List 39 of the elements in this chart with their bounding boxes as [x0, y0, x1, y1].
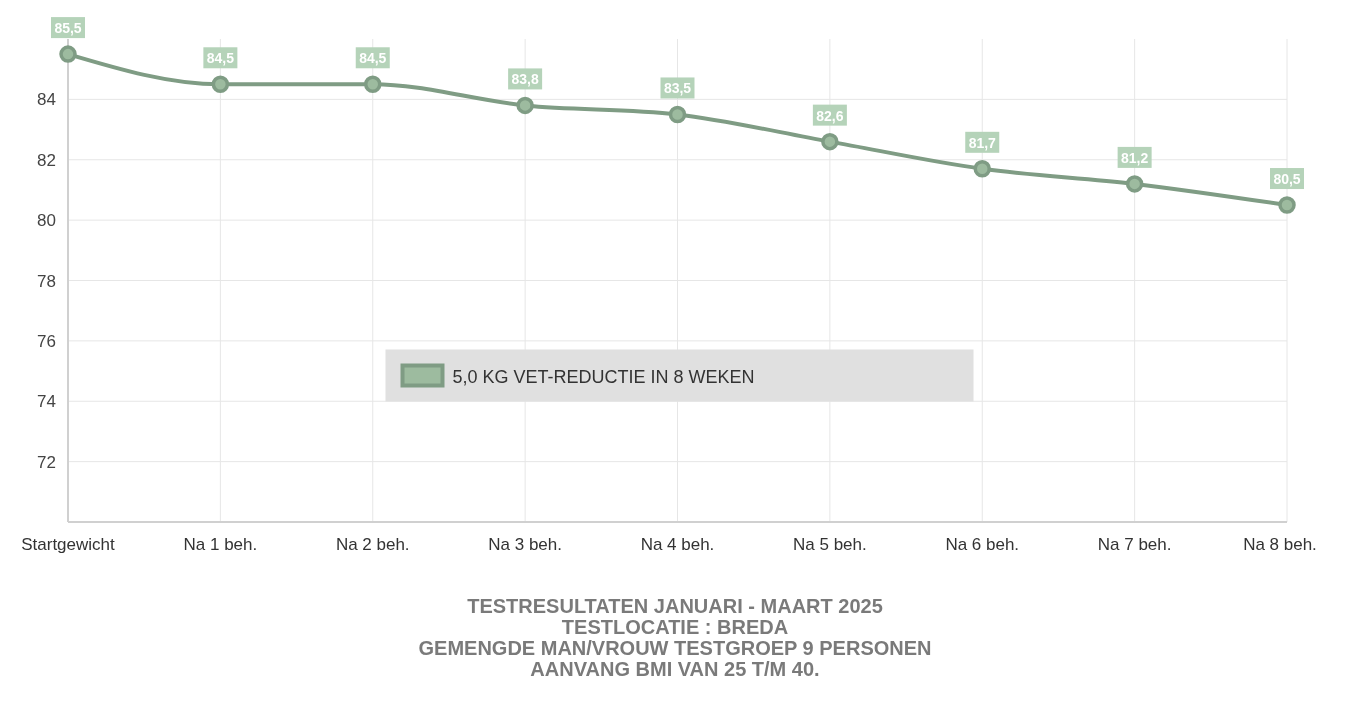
y-tick-label: 84 — [37, 90, 56, 110]
data-label: 81,2 — [1121, 149, 1149, 166]
legend-label: 5,0 KG VET-REDUCTIE IN 8 WEKEN — [452, 366, 755, 387]
text: AANVANG BMI VAN 25 T/M 40. — [530, 658, 820, 680]
data-label: 83,8 — [511, 71, 539, 88]
x-tick-label: Na 5 beh. — [793, 535, 867, 554]
point — [1125, 175, 1144, 193]
x-tick-label: Na 6 beh. — [945, 535, 1020, 554]
data-label: 82,6 — [816, 107, 844, 124]
x-tick-label: Na 1 beh. — [183, 535, 258, 554]
y-tick-label: 74 — [37, 392, 56, 412]
y-tick-label: 82 — [37, 150, 56, 170]
point — [59, 45, 77, 63]
point — [1278, 196, 1296, 214]
data-label: 80,5 — [1273, 171, 1301, 188]
y-tick-label: 72 — [37, 452, 56, 472]
point — [516, 96, 534, 115]
x-tick-label: Na 8 beh. — [1243, 535, 1317, 554]
x-tick-label: Na 3 beh. — [488, 535, 562, 554]
point — [364, 75, 382, 94]
data-label: 83,5 — [663, 80, 692, 97]
y-tick-label: 80 — [37, 211, 56, 231]
data-label: 84,5 — [206, 50, 235, 67]
x-tick-label: Na 2 beh. — [335, 535, 410, 554]
data-label: 84,5 — [359, 50, 387, 67]
point — [821, 132, 839, 151]
text: GEMENGDE MAN/VROUW TESTGROEP 9 PERSONEN — [418, 637, 932, 659]
x-tick-label: Na 4 beh. — [640, 535, 715, 554]
y-tick-label: 76 — [37, 331, 56, 351]
data-label: 81,7 — [968, 134, 997, 151]
point — [668, 105, 687, 124]
x-tick-label: Startgewicht — [21, 535, 116, 554]
point — [211, 75, 230, 94]
data-label: 85,5 — [54, 20, 82, 37]
text: TESTLOCATIE : BREDA — [561, 616, 789, 638]
x-tick-label: Na 7 beh. — [1097, 535, 1172, 554]
text: TESTRESULTATEN JANUARI - MAART 2025 — [467, 595, 883, 617]
point — [973, 160, 991, 178]
y-tick-label: 78 — [37, 271, 56, 291]
